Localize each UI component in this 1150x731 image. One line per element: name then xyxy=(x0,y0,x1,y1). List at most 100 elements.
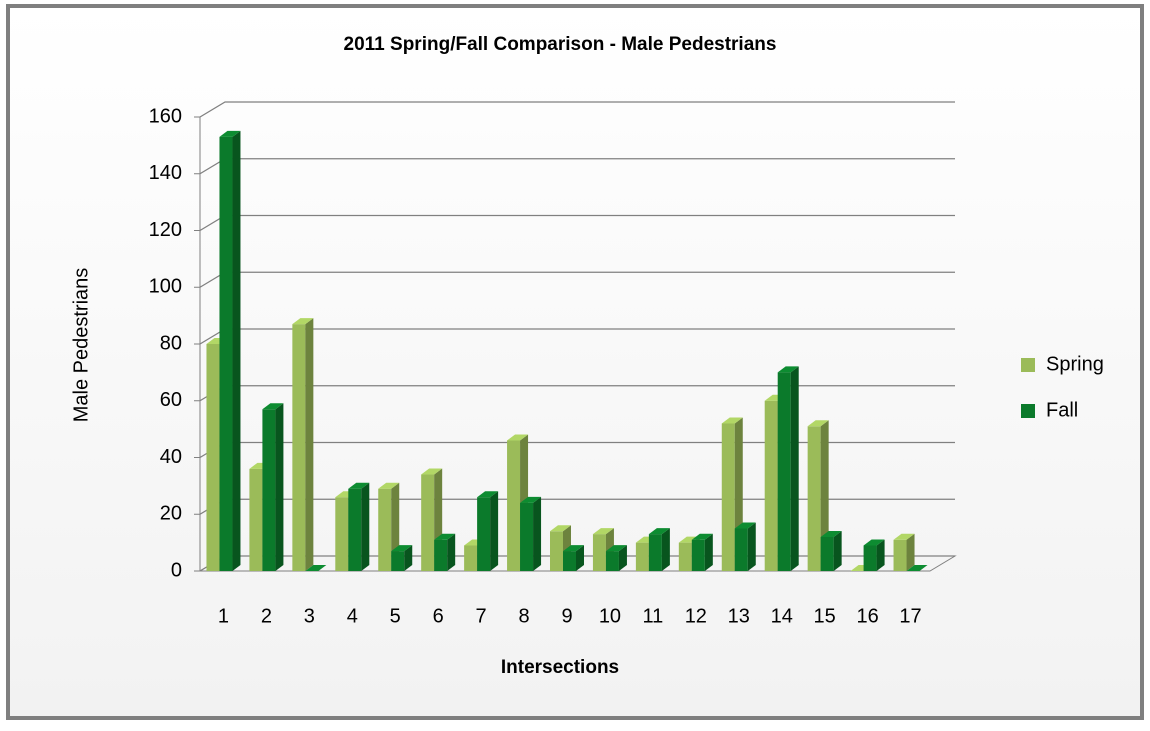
bar-side xyxy=(790,366,799,571)
bar-top xyxy=(520,496,542,503)
bar-top xyxy=(605,545,627,552)
x-tick-label: 11 xyxy=(642,605,663,627)
bar-top xyxy=(219,130,241,137)
y-tick-label: 160 xyxy=(149,105,182,127)
bar-side xyxy=(275,403,284,571)
x-tick-label: 16 xyxy=(856,605,878,627)
bar-side xyxy=(747,522,756,571)
bar-front xyxy=(592,534,606,571)
bar xyxy=(305,565,327,571)
x-tick-label: 8 xyxy=(518,605,529,627)
x-tick-label: 4 xyxy=(347,605,358,627)
bar-front xyxy=(335,497,349,571)
bar-top xyxy=(721,417,743,424)
y-tick-label: 80 xyxy=(160,332,182,354)
chart-title: 2011 Spring/Fall Comparison - Male Pedes… xyxy=(344,34,777,55)
bar-front xyxy=(219,136,233,572)
bar-side xyxy=(906,533,915,571)
bar-top xyxy=(592,528,614,535)
bar-front xyxy=(863,545,877,571)
bar xyxy=(807,420,829,571)
bar-front xyxy=(734,528,748,571)
bar-side xyxy=(576,545,584,571)
bar-top xyxy=(820,530,842,537)
bar-top xyxy=(734,522,756,529)
bar-top xyxy=(648,528,670,535)
bar-front xyxy=(206,344,220,571)
bar xyxy=(691,533,713,571)
bar-front xyxy=(292,324,306,571)
x-tick-label: 5 xyxy=(390,605,401,627)
bar-front xyxy=(391,551,405,571)
grid-line xyxy=(199,101,955,118)
y-tick-label: 20 xyxy=(160,503,182,525)
bar-side xyxy=(361,482,370,571)
y-tick-label: 100 xyxy=(149,276,182,298)
bar-top xyxy=(348,482,370,489)
bar-top xyxy=(391,545,413,552)
chart-frame xyxy=(6,4,1144,720)
bar-front xyxy=(691,539,705,571)
x-tick-label: 13 xyxy=(728,605,750,627)
bar xyxy=(777,366,799,571)
bar-top xyxy=(863,539,885,546)
bar-top xyxy=(507,434,529,441)
legend-swatch xyxy=(1021,404,1035,418)
bar-front xyxy=(421,474,435,571)
bar-front xyxy=(477,497,491,571)
x-tick-label: 15 xyxy=(814,605,836,627)
bar-front xyxy=(520,502,534,571)
bar-front xyxy=(434,539,448,571)
bar-top xyxy=(777,366,799,373)
bar-front xyxy=(378,488,392,571)
bar-front xyxy=(807,426,821,571)
bar-top xyxy=(477,491,499,498)
bar xyxy=(893,533,915,571)
bar-front xyxy=(721,423,735,571)
bar-front xyxy=(348,488,362,571)
bar-side xyxy=(490,491,499,571)
y-tick-label: 0 xyxy=(171,559,182,581)
bar-top xyxy=(893,533,915,540)
bar-top xyxy=(292,318,314,325)
bar-side xyxy=(404,545,413,571)
x-tick-label: 1 xyxy=(218,605,229,627)
bar-front xyxy=(262,409,276,571)
y-tick-label: 140 xyxy=(149,162,182,184)
bar-front xyxy=(678,542,692,571)
y-tick-label: 40 xyxy=(160,446,182,468)
x-tick-label: 10 xyxy=(599,605,621,627)
legend-swatch xyxy=(1021,358,1035,372)
y-tick-label: 120 xyxy=(149,219,182,241)
x-tick-label: 17 xyxy=(899,605,921,627)
bar xyxy=(906,565,928,571)
bar xyxy=(477,491,499,571)
bar xyxy=(734,522,756,571)
bar-top xyxy=(807,420,829,427)
legend-label: Fall xyxy=(1046,399,1078,421)
bar-top xyxy=(378,482,400,489)
bar-front xyxy=(550,531,563,571)
x-tick-label: 14 xyxy=(771,605,793,627)
bar-side xyxy=(447,533,456,571)
bar-top xyxy=(421,468,443,475)
bar-front xyxy=(648,534,662,571)
bar xyxy=(219,130,241,572)
bar xyxy=(262,403,284,571)
bar-front xyxy=(249,468,263,571)
bar-front xyxy=(635,542,649,571)
x-tick-label: 6 xyxy=(433,605,444,627)
x-tick-label: 9 xyxy=(561,605,572,627)
bar-front xyxy=(820,536,834,571)
bar-top xyxy=(691,533,713,540)
bar xyxy=(292,318,314,571)
bar-top xyxy=(434,533,456,540)
bar xyxy=(348,482,370,571)
x-axis-title: Intersections xyxy=(501,657,619,678)
bar-top xyxy=(906,565,928,571)
bar xyxy=(391,545,413,571)
bar xyxy=(820,530,842,571)
legend-label: Spring xyxy=(1046,353,1104,375)
